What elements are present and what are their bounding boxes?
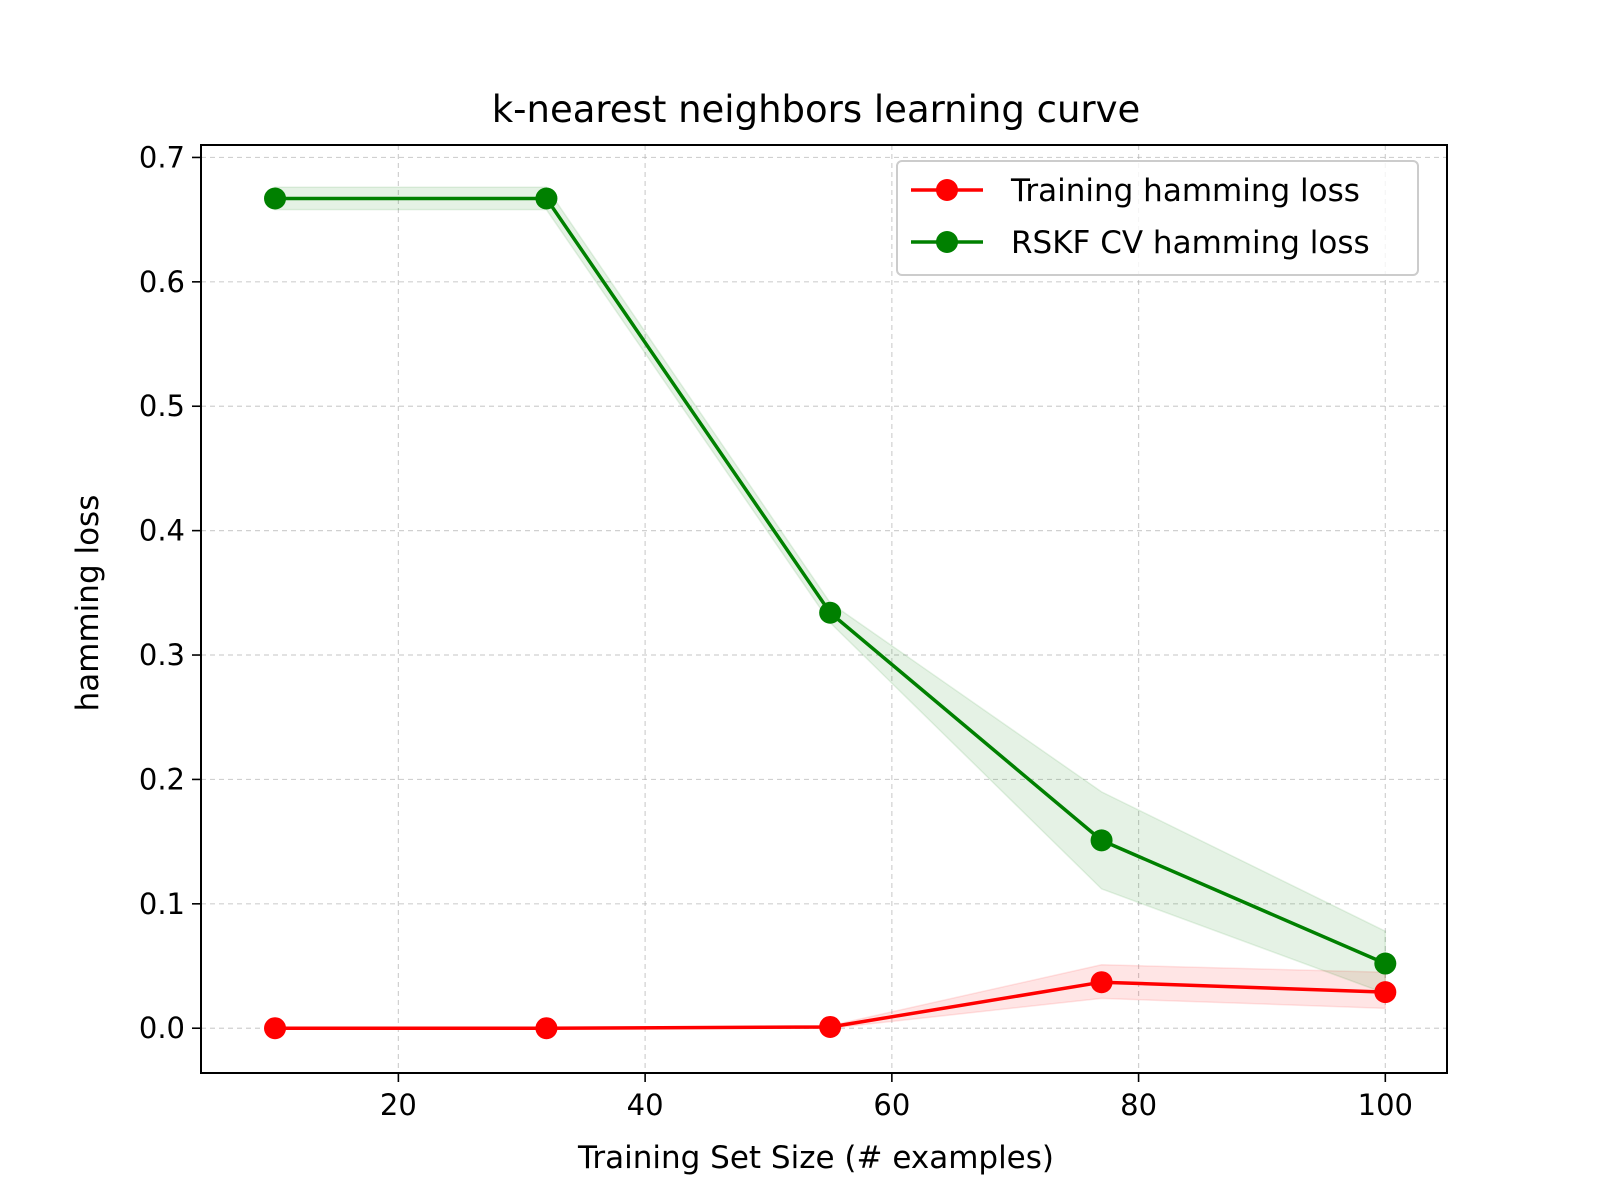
legend-box (896, 160, 1419, 276)
point-cv (1090, 829, 1113, 852)
x-axis-label: Training Set Size (# examples) (577, 1140, 1054, 1176)
point-cv (535, 187, 558, 210)
point-cv (819, 601, 842, 624)
y-tick-label: 0.2 (139, 762, 185, 796)
grid-lines (201, 145, 1447, 1073)
y-tick-label: 0.6 (139, 265, 185, 299)
y-tick-label: 0.7 (139, 140, 185, 174)
y-axis-label: hamming loss (70, 495, 106, 712)
y-tick-label: 0.3 (139, 638, 185, 672)
point-training (1374, 981, 1397, 1004)
point-training (1090, 971, 1113, 994)
y-tick-label: 0.4 (139, 514, 185, 548)
legend-label-cv: RSKF CV hamming loss (1011, 225, 1370, 261)
y-tick-label: 0.5 (139, 389, 185, 423)
x-tick-label: 80 (1120, 1088, 1157, 1122)
legend-marker-training (936, 179, 958, 201)
plot-frame (200, 144, 1448, 1074)
series-markers (264, 187, 1397, 1040)
point-cv (264, 187, 287, 210)
legend-marker-cv (936, 231, 958, 253)
x-tick-label: 40 (627, 1088, 664, 1122)
point-training (535, 1017, 558, 1040)
y-tick-label: 0.0 (139, 1011, 185, 1045)
chart-title: k-nearest neighbors learning curve (492, 88, 1141, 131)
band-cv (274, 186, 1387, 995)
point-training (819, 1015, 842, 1038)
point-training (264, 1017, 287, 1040)
x-tick-label: 60 (873, 1088, 910, 1122)
y-tick-label: 0.1 (139, 887, 185, 921)
x-tick-label: 100 (1358, 1088, 1413, 1122)
axis-ticks: 20 40 60 80 100 0.0 0.1 0.2 0.3 0.4 0.5 0.6 0.7 (139, 140, 1413, 1122)
legend: Training hamming loss RSKF CV hamming lo… (896, 160, 1419, 276)
legend-label-training: Training hamming loss (1010, 173, 1360, 209)
point-cv (1374, 952, 1397, 975)
x-tick-label: 20 (380, 1088, 417, 1122)
